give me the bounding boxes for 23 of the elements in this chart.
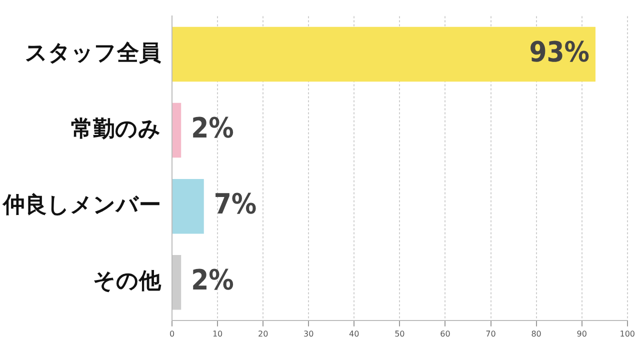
x-tick-label: 80 xyxy=(531,329,542,338)
y-tick-label: 常勤のみ xyxy=(71,116,161,142)
x-tick-label: 70 xyxy=(486,329,496,338)
bar xyxy=(172,102,182,158)
y-tick-label: その他 xyxy=(93,269,162,294)
data-label: 93% xyxy=(529,36,590,69)
y-tick-label: スタッフ全員 xyxy=(25,40,161,66)
x-tick-label: 0 xyxy=(169,329,175,338)
x-tick-label: 60 xyxy=(440,329,450,338)
bar xyxy=(172,178,204,234)
bar xyxy=(172,26,596,82)
x-tick-label: 50 xyxy=(394,329,405,338)
x-tick-label: 90 xyxy=(576,329,587,338)
y-tick-label: 仲良しメンバー xyxy=(2,192,161,218)
x-tick-label: 20 xyxy=(258,329,268,338)
x-tick-label: 40 xyxy=(349,329,360,338)
x-tick-label: 100 xyxy=(620,329,636,338)
data-label: 7% xyxy=(214,188,257,221)
x-tick-label: 10 xyxy=(212,329,223,338)
data-label: 2% xyxy=(191,264,234,297)
bar xyxy=(172,254,182,310)
x-tick-label: 30 xyxy=(304,329,314,338)
data-label: 2% xyxy=(191,112,234,145)
